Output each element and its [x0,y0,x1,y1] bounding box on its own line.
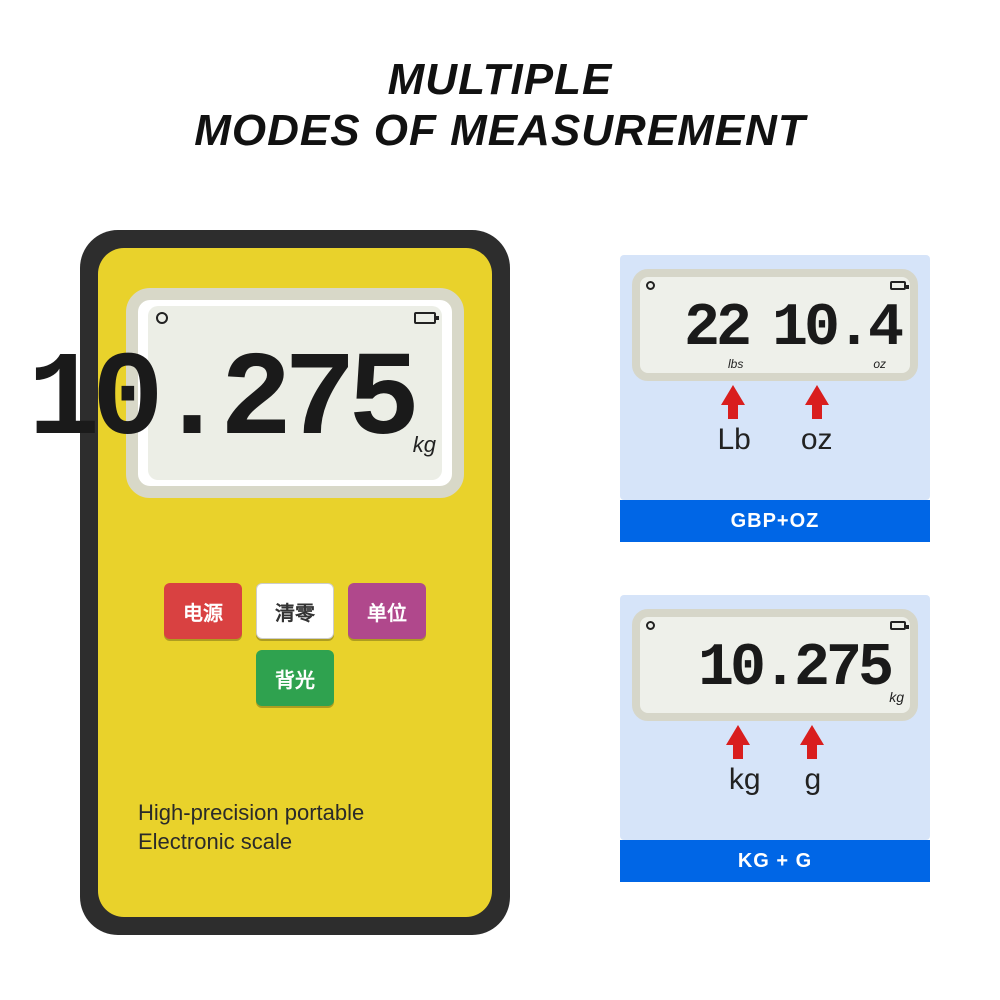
power-icon [156,312,168,324]
sublabel-lbs: lbs [728,357,743,371]
arrow-up-icon [726,725,750,745]
battery-icon [414,312,436,324]
label-kg: kg [729,763,761,797]
device-label-line-1: High-precision portable [138,798,364,828]
mode-card-lb-oz: 22 10.4 lbs oz Lb oz [620,255,930,500]
scale-device: 10.275 kg 电源 清零 单位 背光 High-precision por… [80,230,510,935]
battery-icon [890,621,906,630]
zero-button[interactable]: 清零 [256,583,334,639]
mini-unit-kg: kg [889,689,904,705]
power-button[interactable]: 电源 [164,583,242,639]
value-kg: 10.275 [698,635,890,703]
mini-lcd-1: 22 10.4 lbs oz [632,269,918,381]
caption-kg-g: KG + G [620,840,930,882]
value-oz: 10.4 [772,295,900,363]
mini-lcd-2: 10.275 kg [632,609,918,721]
title-line-2: MODES OF MEASUREMENT [0,106,1000,157]
button-row-2: 背光 [98,650,492,706]
device-face: 10.275 kg 电源 清零 单位 背光 High-precision por… [98,248,492,917]
title-line-1: MULTIPLE [0,55,1000,106]
arrow-up-icon [805,385,829,405]
arrow-up-icon [800,725,824,745]
label-oz: oz [801,423,833,457]
label-lb: Lb [717,423,750,457]
lcd-screen: 10.275 kg [126,288,464,498]
button-row-1: 电源 清零 单位 [98,583,492,639]
device-label: High-precision portable Electronic scale [138,798,364,857]
mini-reading-1: 22 10.4 [640,285,900,373]
mini-reading-2: 10.275 [640,625,890,713]
lcd-reading: 10.275 [148,324,412,480]
sublabel-oz: oz [873,357,886,371]
arrow-labels: kg g [632,763,918,797]
arrow-row [632,385,918,405]
value-lbs: 22 [684,295,748,363]
lcd-unit: kg [413,432,436,458]
device-label-line-2: Electronic scale [138,827,364,857]
label-g: g [805,763,822,797]
unit-button[interactable]: 单位 [348,583,426,639]
backlight-button[interactable]: 背光 [256,650,334,706]
arrow-up-icon [721,385,745,405]
arrow-row [632,725,918,745]
page-title: MULTIPLE MODES OF MEASUREMENT [0,55,1000,156]
caption-lb-oz: GBP+OZ [620,500,930,542]
mode-card-kg-g: 10.275 kg kg g [620,595,930,840]
arrow-labels: Lb oz [632,423,918,457]
